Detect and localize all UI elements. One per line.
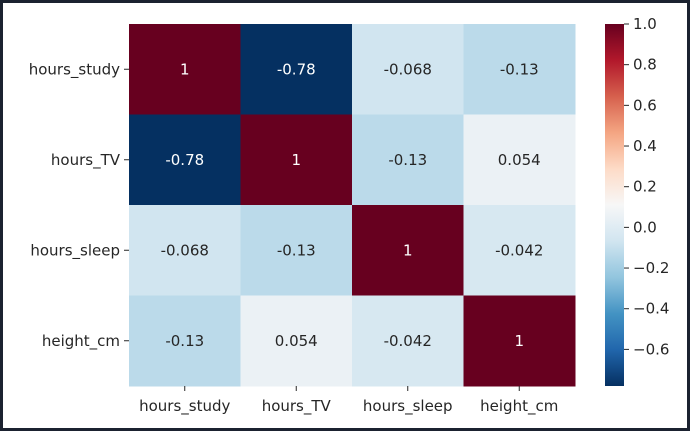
heatmap-cell (129, 24, 241, 115)
heatmap-cell (240, 24, 353, 115)
y-axis: hours_study hours_TV hours_sleep height_cm (29, 60, 129, 351)
y-tick-label: hours_TV (51, 151, 121, 170)
x-tick-label: hours_sleep (363, 397, 453, 416)
heatmap-cell (463, 205, 576, 296)
heatmap-cell (129, 114, 241, 206)
cell-annotation: -0.068 (384, 60, 432, 78)
heatmap-cell (129, 205, 241, 296)
heatmap-cell (352, 205, 464, 296)
cell-annotation: -0.78 (277, 60, 316, 78)
chart-frame: 1 -0.78 -0.068 -0.13 -0.78 1 -0.13 0.054 -0.068 -… (3, 3, 687, 428)
colorbar-tick-label: 0.4 (633, 137, 657, 155)
cell-annotation: -0.068 (161, 241, 209, 259)
cell-annotation: -0.78 (165, 151, 204, 169)
heatmap-cell (352, 295, 464, 387)
cell-annotation: -0.042 (495, 241, 543, 259)
heatmap-cell (240, 295, 353, 387)
heatmap-cell (129, 295, 241, 387)
colorbar: 1.0 0.8 0.6 0.4 0.2 0.0 −0.2 −0.4 −0.6 (605, 15, 669, 386)
cell-annotation: -0.13 (500, 60, 539, 78)
cell-annotation: -0.13 (165, 332, 204, 350)
y-tick-label: hours_sleep (30, 241, 120, 260)
correlation-heatmap: 1 -0.78 -0.068 -0.13 -0.78 1 -0.13 0.054 -0.068 -… (29, 15, 670, 416)
cell-annotation: -0.042 (384, 332, 432, 350)
heatmap-cell (463, 24, 576, 115)
colorbar-tick-label: −0.6 (633, 340, 669, 358)
heatmap-cell (352, 114, 464, 206)
x-tick-label: height_cm (480, 397, 558, 416)
x-tick-label: hours_study (139, 397, 230, 416)
heatmap-cell (240, 205, 353, 296)
colorbar-tick-label: −0.4 (633, 300, 669, 318)
colorbar-tick-label: 0.8 (633, 56, 657, 74)
colorbar-tick-label: 0.0 (633, 218, 657, 236)
heatmap-cell (463, 295, 576, 387)
y-tick-label: height_cm (42, 332, 120, 351)
heatmap-cells: 1 -0.78 -0.068 -0.13 -0.78 1 -0.13 0.054 -0.068 -… (129, 24, 576, 387)
cell-annotation: 0.054 (498, 151, 541, 169)
cell-annotation: 1 (180, 60, 190, 78)
cell-annotation: 1 (291, 151, 301, 169)
colorbar-gradient (605, 24, 624, 386)
y-tick-label: hours_study (29, 60, 120, 79)
heatmap-cell (240, 114, 353, 206)
colorbar-tick-label: 0.6 (633, 96, 657, 114)
heatmap-cell (463, 114, 576, 206)
cell-annotation: 1 (514, 332, 524, 350)
colorbar-tick-label: 1.0 (633, 15, 657, 33)
heatmap-cell (352, 24, 464, 115)
colorbar-tick-label: −0.2 (633, 259, 669, 277)
cell-annotation: 0.054 (275, 332, 318, 350)
x-axis: hours_study hours_TV hours_sleep height_cm (139, 386, 558, 416)
cell-annotation: 1 (403, 241, 413, 259)
cell-annotation: -0.13 (277, 241, 316, 259)
colorbar-tick-label: 0.2 (633, 178, 657, 196)
cell-annotation: -0.13 (388, 151, 427, 169)
x-tick-label: hours_TV (262, 397, 332, 416)
